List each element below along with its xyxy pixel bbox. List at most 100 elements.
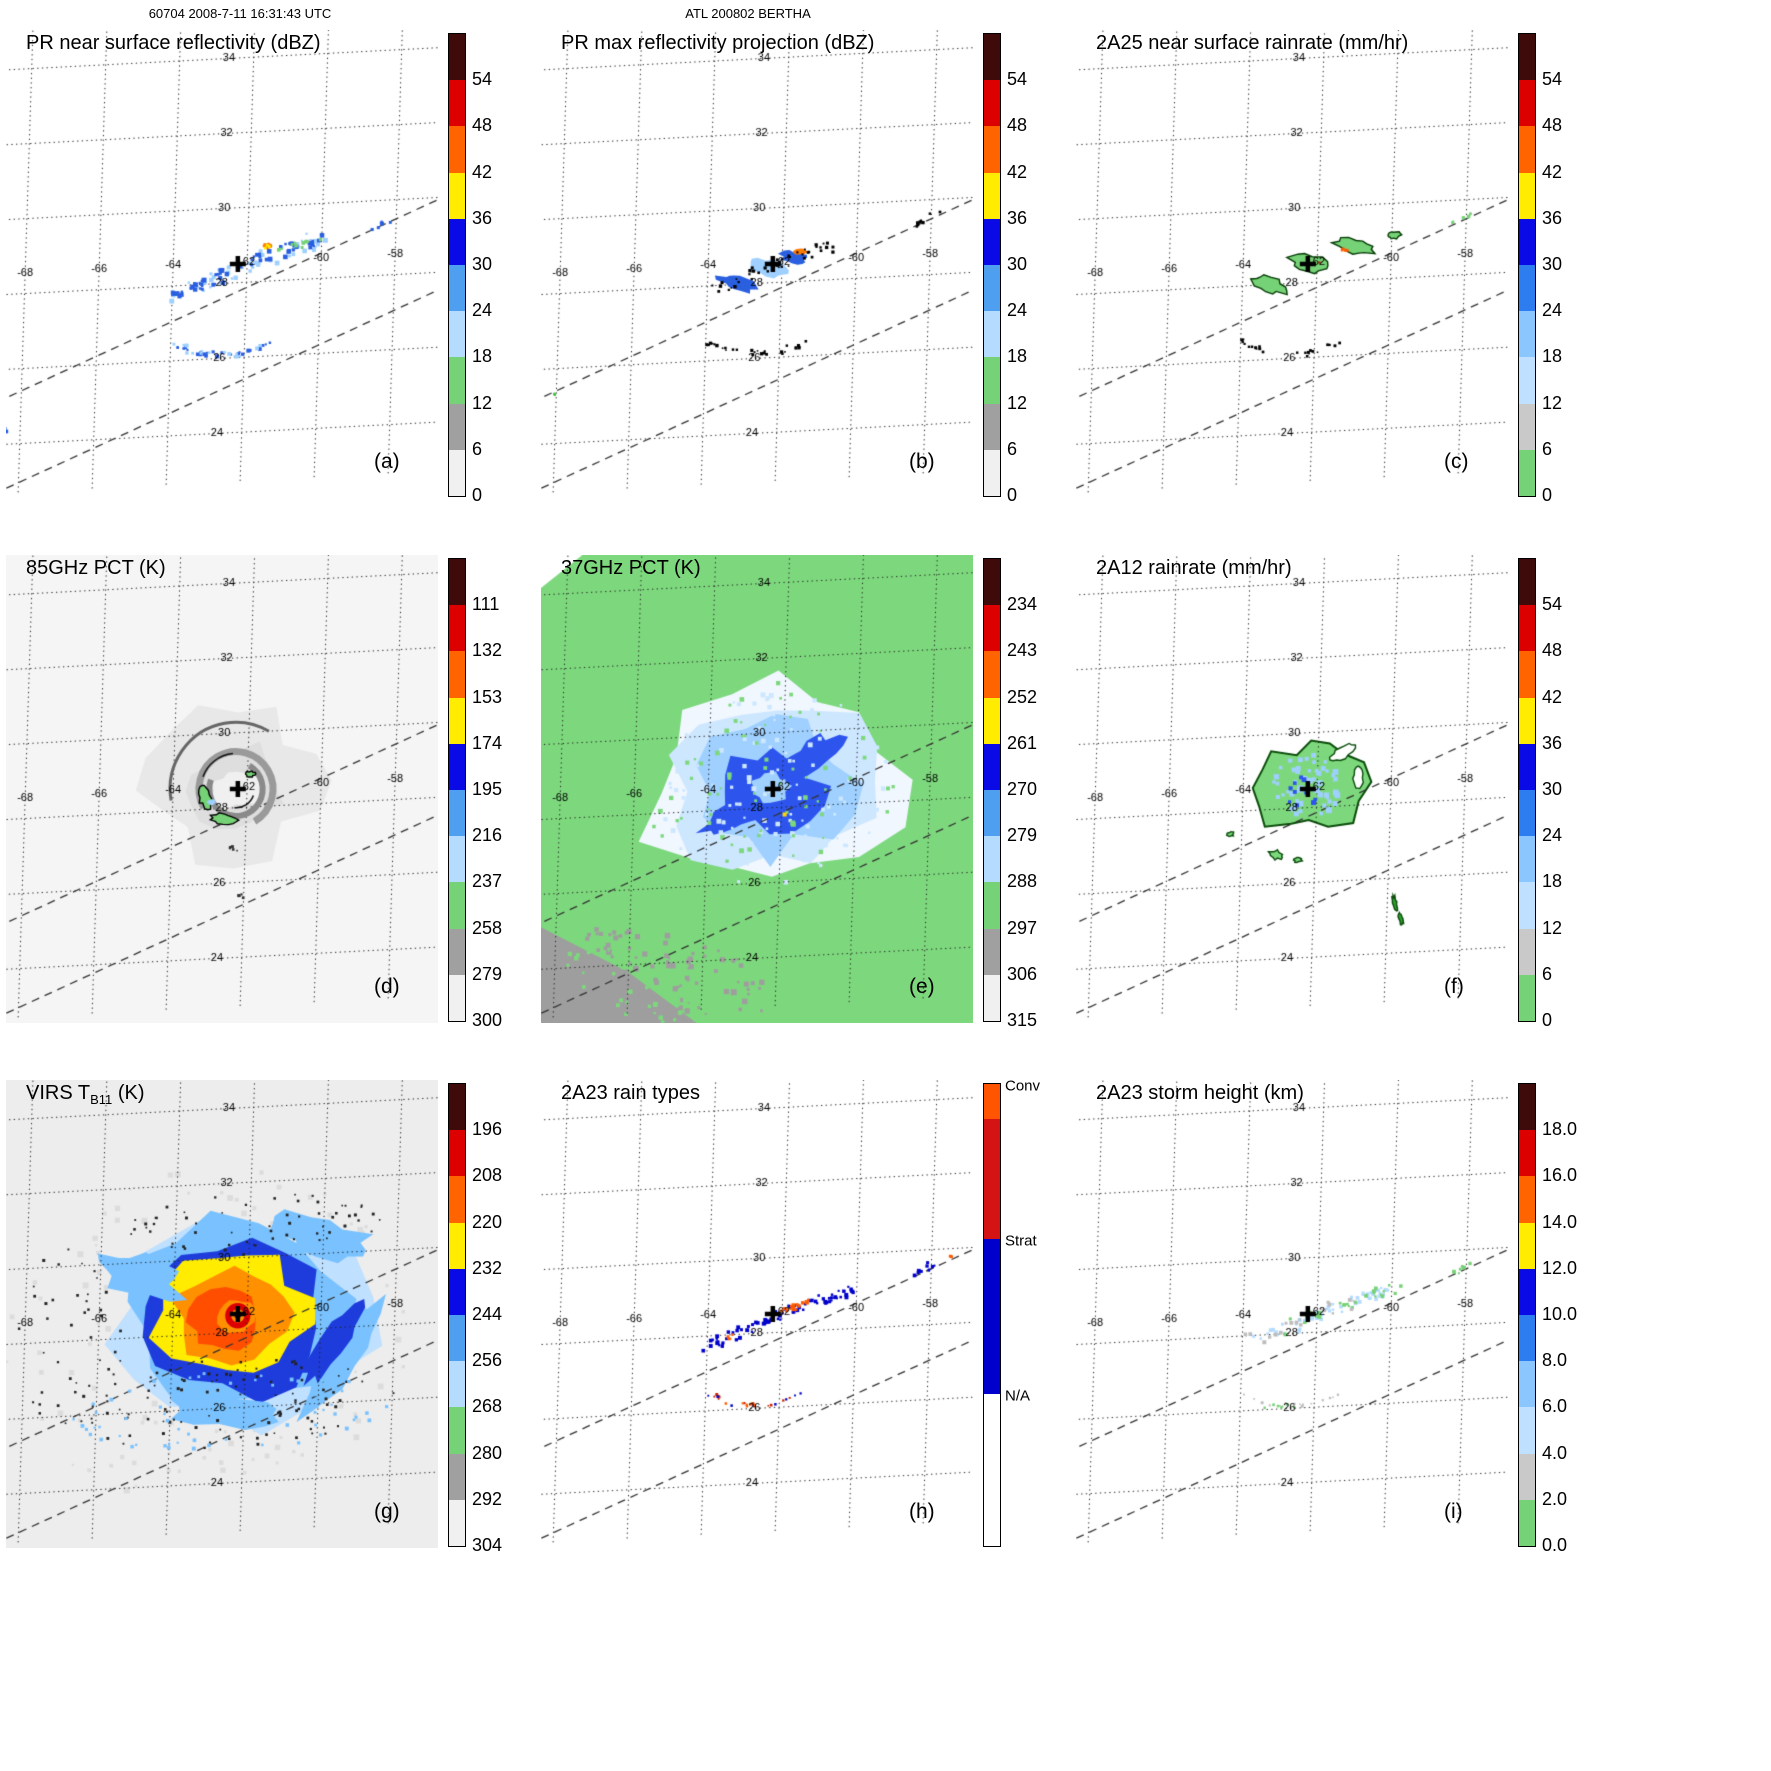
colorbar-tick-label: 220 [472,1211,503,1232]
panel-letter-d: (d) [374,975,400,998]
colorbar-segment [1519,1084,1535,1131]
colorbar-segment [984,1118,1000,1239]
colorbar-segment [984,449,1000,496]
colorbar-segment [1519,605,1535,652]
colorbar-tick-label: 48 [472,115,493,136]
colorbar-segment [984,403,1000,450]
colorbar-segment [984,605,1000,652]
map-canvas-f [1076,555,1508,1023]
panel-title-text: 2A23 rain types [561,1082,700,1104]
colorbar-segment [1519,1268,1535,1315]
colorbar-segment [449,126,465,173]
colorbar-tick-label: 300 [472,1010,503,1030]
panel-letter-c: (c) [1444,450,1469,473]
colorbar-segment [449,403,465,450]
panel-i: 2A23 storm height (km) 18.0 16.0 14.0 12.0 10… [1070,1076,1605,1601]
colorbar-segment [984,882,1000,929]
colorbar-tick-label: 18.0 [1542,1119,1578,1140]
colorbar-segment [449,1453,465,1500]
colorbar-tick-label: 6 [1007,438,1018,459]
colorbar-tick-label: 196 [472,1119,503,1140]
colorbar-segment [1519,651,1535,698]
colorbar-tick-label: 6 [1542,963,1553,984]
colorbar-tick-label: 6 [472,438,483,459]
colorbar-tick-label: 48 [1542,640,1563,661]
colorbar-tick-label: 244 [472,1304,503,1324]
colorbar-segment [984,126,1000,173]
panel-g: VIRS TB11 (K) 196 208 220 232 244 256 268 280 292… [0,1076,535,1601]
colorbar-tick-label: 24 [1542,825,1563,846]
panel-title-h: 2A23 rain types [561,1082,700,1105]
colorbar-segment [1519,882,1535,929]
colorbar-tick-label: 232 [472,1257,503,1278]
colorbar-segment [984,1238,1000,1395]
colorbar-segment [984,80,1000,127]
colorbar-category-label: N/A [1005,1387,1031,1405]
colorbar-tick-label: 252 [1007,686,1038,707]
colorbar-segment [449,651,465,698]
panel-title-c: 2A25 near surface rainrate (mm/hr) [1096,32,1408,55]
map-canvas-g [6,1080,438,1548]
colorbar-segment [449,1268,465,1315]
panel-title-text: VIRS T [26,1082,91,1104]
colorbar-segment [449,1084,465,1131]
colorbar-segment [1519,1407,1535,1454]
storm-id: ATL 200802 BERTHA [685,6,811,21]
colorbar-tick-label: 16.0 [1542,1165,1578,1186]
colorbar-segment [449,743,465,790]
colorbar-tick-label: 297 [1007,917,1038,938]
colorbar-tick-label: 36 [1542,207,1563,228]
colorbar-segment [449,789,465,837]
colorbar-segment [984,697,1000,744]
panel-f: 2A12 rainrate (mm/hr) 54 48 42 36 30 24 18 12 6 0 (… [1070,551,1605,1076]
panel-title-g: VIRS TB11 (K) [26,1082,144,1107]
colorbar-tick-label: 288 [1007,871,1038,892]
colorbar-tick-label: 268 [472,1396,503,1417]
colorbar-segment [1519,974,1535,1021]
colorbar-tick-label: 279 [472,963,503,984]
colorbar-tick-label: 30 [1542,779,1563,799]
colorbar-tick-label: 42 [472,161,493,182]
colorbar-segment [1519,1222,1535,1269]
colorbar-segment [1519,1176,1535,1223]
colorbar-segment [449,1314,465,1362]
colorbar-segment [449,34,465,81]
colorbar-tick-label: 256 [472,1350,503,1371]
panel-title-text: PR max reflectivity projection (dBZ) [561,32,875,54]
colorbar-tick-label: 54 [1542,69,1563,90]
colorbar-tick-label: 8.0 [1542,1350,1568,1371]
colorbar-tick-label: 42 [1007,161,1028,182]
colorbar-tick-label: 54 [472,69,493,90]
panel-title-subscript: B11 [90,1092,113,1107]
colorbar-tick-label: 36 [472,207,493,228]
colorbar-tick-label: 24 [1007,300,1028,321]
colorbar-tick-label: 0.0 [1542,1535,1568,1555]
colorbar-tick-label: 258 [472,917,503,938]
colorbar-segment [984,974,1000,1021]
colorbar-segment [1519,789,1535,837]
map-canvas-c [1076,30,1508,498]
colorbar-tick-label: 10.0 [1542,1304,1578,1324]
colorbar-segment [984,789,1000,837]
colorbar-tick-label: 243 [1007,640,1038,661]
colorbar-tick-label: 132 [472,640,503,661]
colorbar-segment [1519,697,1535,744]
colorbar-tick-label: 195 [472,779,503,799]
colorbar-b [983,33,1001,497]
colorbar-tick-label: 18 [1542,346,1563,367]
colorbar-tick-label: 237 [472,871,503,892]
colorbar-tick-label: 12 [472,392,493,413]
colorbar-segment [1519,357,1535,404]
colorbar-tick-label: 18 [1007,346,1028,367]
colorbar-tick-label: 279 [1007,825,1038,846]
colorbar-segment [449,1499,465,1546]
colorbar-segment [449,172,465,219]
colorbar-segment [984,1394,1000,1546]
colorbar-segment [449,928,465,975]
colorbar-tick-label: 30 [472,254,493,274]
panel-b: PR max reflectivity projection (dBZ) 54 48… [535,26,1070,551]
colorbar-segment [984,311,1000,358]
panel-title-text: 37GHz PCT (K) [561,557,701,579]
colorbar-segment [984,1084,1000,1119]
colorbar-segment [449,836,465,883]
